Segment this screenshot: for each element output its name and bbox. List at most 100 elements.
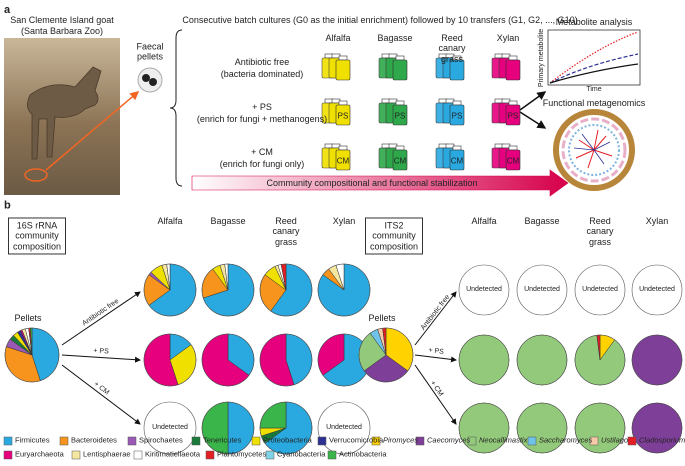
source-label: San Clemente Island goat (10, 14, 114, 25)
pie-slice (227, 401, 255, 455)
pie-outline (201, 333, 255, 387)
arrow-label: + PS (93, 346, 109, 355)
legend-swatch (265, 450, 275, 460)
undetected-label: Undetected (639, 285, 675, 293)
legend-label: Tenericutes (203, 435, 242, 445)
legend-swatch (71, 450, 81, 460)
pellets-label: Pellets (368, 312, 396, 323)
empty-pie (574, 264, 626, 316)
legend-swatch (133, 450, 143, 460)
substrate-label: Alfalfa (325, 33, 351, 43)
vial-label: CM (393, 156, 407, 166)
empty-pie (458, 264, 510, 316)
column-label: Reed canary grass (586, 216, 614, 247)
legend-label: Plantomycetes (217, 449, 267, 459)
undetected-label: Undetected (582, 285, 618, 293)
vial-label: PS (507, 111, 519, 121)
vial (505, 149, 521, 171)
curve (549, 31, 639, 84)
legend-label: Firmicutes (15, 435, 50, 445)
metagenome-tree (573, 133, 611, 165)
metagenome-ring (561, 117, 627, 183)
vial (335, 149, 351, 171)
arrow (414, 354, 457, 363)
vial-cap (452, 145, 462, 151)
vial (392, 59, 408, 81)
brace (169, 29, 183, 187)
legend-label: Saccharomyces (539, 435, 593, 445)
pie-outline (516, 334, 568, 386)
vial-cap (452, 100, 462, 106)
pie-outline (259, 333, 313, 387)
pellet-arrow (45, 91, 140, 171)
legend-label: Kiritimatiellaeota (145, 449, 201, 459)
undetected-label: Undetected (466, 285, 502, 293)
arrow (61, 364, 141, 425)
vial-label: CM (450, 156, 464, 166)
metabolite-x-label: Time (586, 85, 602, 93)
legend-swatch (251, 436, 261, 446)
pie-outline (201, 263, 255, 317)
column-label: Xylan (645, 216, 669, 226)
legend-label: Actinobacteria (339, 449, 387, 459)
legend-label: Bacteroidetes (71, 435, 117, 445)
pie-outline (143, 263, 197, 317)
legend-swatch (589, 436, 599, 446)
column-label: Alfalfa (471, 216, 497, 226)
metabolite-y-label: Primary metabolite (537, 28, 545, 88)
legend-swatch (467, 436, 477, 446)
pie-outline (631, 402, 683, 454)
pellets-label: Faecal pellets (136, 41, 164, 62)
column-label: Xylan (332, 216, 356, 226)
column-label: Reed canary grass (272, 216, 300, 247)
condition-desc: (enrich for fungi + methanogens) (196, 113, 328, 124)
pellet (142, 74, 150, 82)
panel-label: a (4, 4, 11, 16)
panel-label: b (4, 199, 11, 212)
empty-pie (143, 401, 197, 455)
substrate-label: Reed canary grass (438, 33, 466, 64)
legend-label: Cladosporium (639, 435, 685, 445)
legend-swatch (371, 436, 381, 446)
pellets-label: Pellets (14, 312, 42, 323)
undetected-label: Undetected (326, 423, 362, 431)
metagenome-ring (553, 109, 635, 191)
pie-outline (574, 334, 626, 386)
vial-cap (508, 145, 518, 151)
vial (335, 59, 351, 81)
source-label: (Santa Barbara Zoo) (20, 25, 104, 36)
column-label: Bagasse (210, 216, 246, 226)
condition-desc: (enrich for fungi only) (219, 158, 305, 169)
pie-outline (631, 334, 683, 386)
vial (505, 104, 521, 126)
legend-label: Verrucomicrobia (329, 435, 384, 445)
pie-outline (143, 333, 197, 387)
vial-cap (395, 100, 405, 106)
legend-swatch (205, 450, 215, 460)
pie-outline (259, 401, 313, 455)
pellet (149, 78, 157, 86)
vial-label: PS (394, 111, 406, 121)
legend-swatch (627, 436, 637, 446)
vial-cap (338, 55, 348, 61)
legend-swatch (527, 436, 537, 446)
arrow (414, 364, 457, 425)
community-title: ITS2 community composition (365, 217, 423, 255)
goat-silhouette (27, 66, 102, 160)
vial (392, 149, 408, 171)
legend-label: Ustilago (601, 435, 629, 445)
metagenome-ring (568, 124, 620, 176)
pie-slice (201, 401, 229, 455)
curve (549, 63, 639, 84)
legend-swatch (317, 436, 327, 446)
curve (549, 53, 639, 84)
substrate-label: Xylan (496, 33, 520, 43)
legend-label: Proteobacteria (263, 435, 312, 445)
legend-label: Cyanobacteria (277, 449, 326, 459)
column-label: Alfalfa (157, 216, 183, 226)
vial-cap (395, 55, 405, 61)
condition-desc: (bacteria dominated) (220, 68, 304, 79)
legend-swatch (59, 436, 69, 446)
